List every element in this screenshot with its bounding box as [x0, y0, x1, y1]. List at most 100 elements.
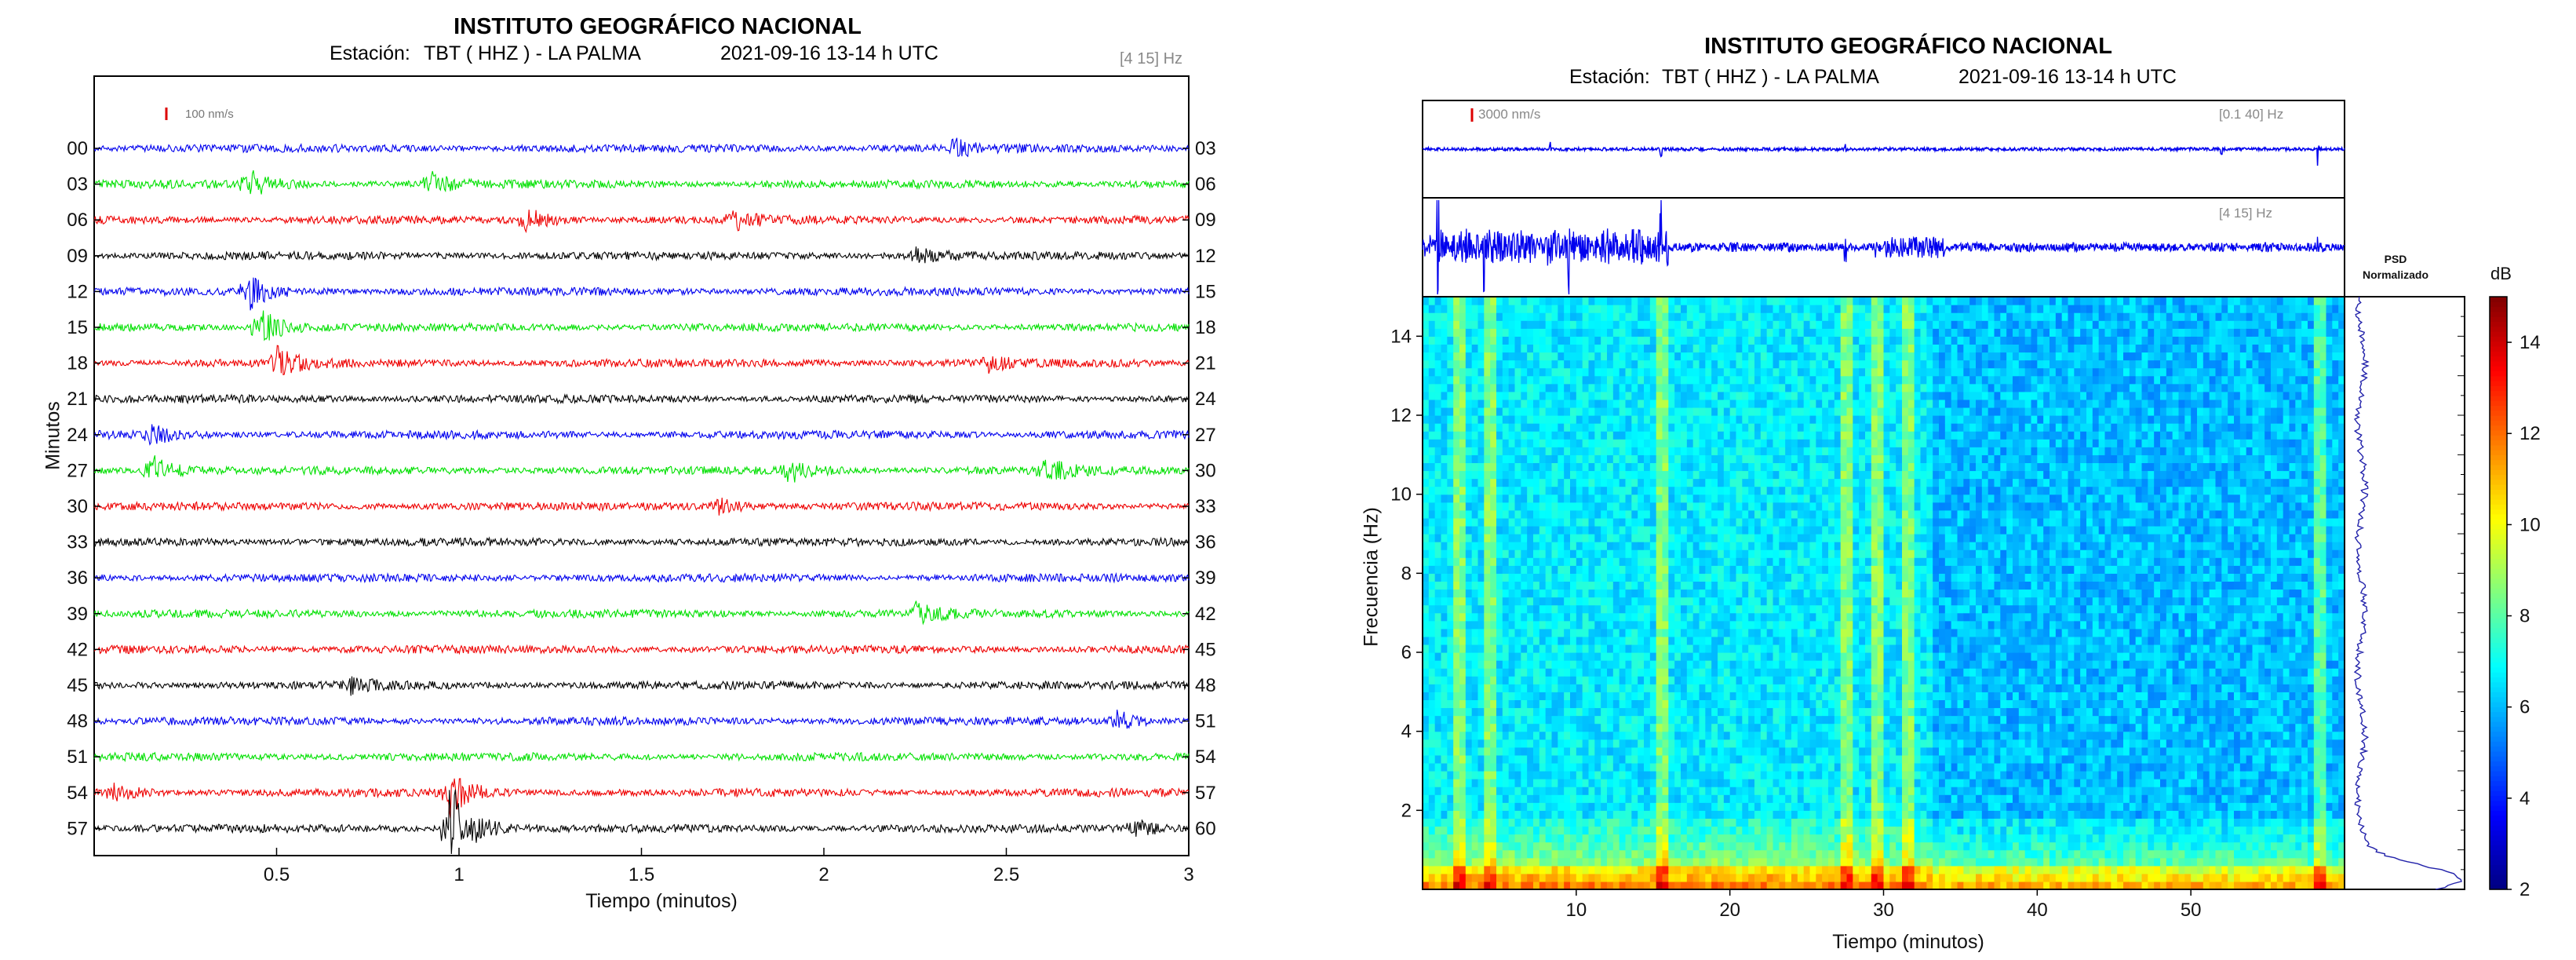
helicorder-trace-03 — [93, 170, 1190, 195]
spectrogram-ylabel: Frecuencia (Hz) — [1360, 507, 1383, 647]
right-station-label: Estación: — [1569, 66, 1650, 88]
helicorder-row-label-left: 24 — [67, 425, 88, 446]
helicorder-row-label-left: 15 — [67, 317, 88, 338]
left-station-label: Estación: — [330, 42, 410, 64]
helicorder-row-label-right: 57 — [1195, 783, 1216, 804]
helicorder-row-label-left: 09 — [67, 246, 88, 267]
helicorder-row-label-left: 30 — [67, 496, 88, 517]
left-filter-band: [4 15] Hz — [1120, 50, 1183, 68]
helicorder-row-label-right: 15 — [1195, 281, 1216, 302]
helicorder-row-label-left: 06 — [67, 210, 88, 231]
colorbar-tick-label: 2 — [2520, 879, 2530, 900]
helicorder-row-label-right: 51 — [1195, 711, 1216, 732]
helicorder-row-label-right: 39 — [1195, 568, 1216, 589]
helicorder-trace-39 — [93, 600, 1190, 626]
colorbar-unit: dB — [2490, 264, 2512, 283]
spectrogram-xtick-label: 50 — [2181, 900, 2202, 921]
spectrogram-xlabel: Tiempo (minutos) — [1832, 931, 1984, 953]
colorbar-tick-label: 8 — [2520, 606, 2530, 627]
helicorder-trace-09 — [93, 246, 1190, 264]
left-station-value: TBT ( HHZ ) - LA PALMA — [424, 42, 641, 64]
spectrogram-xtick-label: 20 — [1719, 900, 1740, 921]
helicorder-row-label-right: 42 — [1195, 604, 1216, 625]
helicorder-row-label-right: 09 — [1195, 210, 1216, 231]
helicorder-xtick-label: 3 — [1183, 864, 1193, 885]
helicorder-trace-48 — [93, 710, 1190, 729]
colorbar-tick-label: 10 — [2520, 514, 2541, 535]
helicorder-row-label-left: 00 — [67, 138, 88, 159]
helicorder-row-label-right: 45 — [1195, 639, 1216, 660]
helicorder-row-label-left: 21 — [67, 389, 88, 410]
helicorder-trace-24 — [93, 424, 1190, 446]
helicorder-row-label-right: 18 — [1195, 317, 1216, 338]
helicorder-xtick-label: 0.5 — [264, 864, 290, 885]
helicorder-row-label-left: 27 — [67, 460, 88, 481]
helicorder-row-label-right: 30 — [1195, 460, 1216, 481]
helicorder-trace-06 — [93, 210, 1190, 234]
helicorder-trace-42 — [93, 644, 1190, 655]
helicorder-row-label-left: 51 — [67, 746, 88, 768]
spectrogram-xtick-label: 10 — [1565, 900, 1587, 921]
helicorder-row-label-right: 21 — [1195, 353, 1216, 374]
helicorder-xtick-label: 2.5 — [993, 864, 1019, 885]
helicorder-row-label-left: 12 — [67, 281, 88, 302]
helicorder-trace-27 — [93, 454, 1190, 483]
helicorder-row-label-left: 42 — [67, 639, 88, 660]
psd-curve — [2353, 297, 2462, 890]
helicorder-trace-51 — [93, 751, 1190, 763]
helicorder-row-label-left: 36 — [67, 568, 88, 589]
trace1-scale-label: 3000 nm/s — [1478, 107, 1541, 122]
helicorder-row-label-right: 33 — [1195, 496, 1216, 517]
psd-label-line2: Normalizado — [2362, 268, 2429, 281]
spectrogram-xtick-label: 40 — [2027, 900, 2048, 921]
helicorder-frame — [93, 75, 1190, 856]
spectrogram-ytick-label: 8 — [1401, 563, 1412, 584]
colorbar-tick-label: 12 — [2520, 423, 2541, 444]
helicorder-row-label-left: 54 — [67, 783, 88, 804]
helicorder-scale-label: 100 nm/s — [185, 108, 234, 121]
psd-frame — [2344, 296, 2465, 890]
helicorder-xtick-label: 2 — [818, 864, 829, 885]
helicorder-row-label-left: 57 — [67, 818, 88, 839]
helicorder-trace-30 — [93, 497, 1190, 516]
psd-label-line1: PSD — [2384, 253, 2407, 265]
helicorder-row-label-right: 06 — [1195, 174, 1216, 195]
colorbar-tick-label: 4 — [2520, 788, 2530, 809]
right-station-value: TBT ( HHZ ) - LA PALMA — [1662, 66, 1879, 88]
helicorder-row-label-right: 54 — [1195, 746, 1216, 768]
helicorder-row-label-right: 36 — [1195, 532, 1216, 553]
helicorder-row-label-left: 18 — [67, 353, 88, 374]
left-date-time: 2021-09-16 13-14 h UTC — [720, 42, 938, 64]
colorbar — [2490, 297, 2507, 890]
helicorder-trace-45 — [93, 676, 1190, 696]
helicorder-trace-36 — [93, 571, 1190, 584]
left-title: INSTITUTO GEOGRÁFICO NACIONAL — [454, 14, 862, 39]
helicorder-trace-18 — [93, 345, 1190, 376]
spectrogram-ytick-label: 14 — [1390, 326, 1412, 347]
helicorder-trace-00 — [93, 137, 1190, 158]
helicorder-row-label-left: 39 — [67, 604, 88, 625]
helicorder-trace-33 — [93, 536, 1190, 548]
helicorder-xtick-label: 1.5 — [629, 864, 654, 885]
helicorder-row-label-left: 48 — [67, 711, 88, 732]
helicorder-row-label-right: 48 — [1195, 675, 1216, 696]
spectrogram-ytick-label: 4 — [1401, 721, 1412, 743]
helicorder-xtick-label: 1 — [454, 864, 464, 885]
spectrogram-xtick-label: 30 — [1873, 900, 1894, 921]
helicorder-trace-15 — [93, 310, 1190, 341]
helicorder-trace-54 — [94, 778, 1190, 819]
spectrogram-ytick-label: 12 — [1390, 405, 1412, 426]
trace1-filter-label: [0.1 40] Hz — [2219, 107, 2284, 122]
spectrogram-ytick-label: 2 — [1401, 800, 1412, 821]
spectrogram-heatmap — [1423, 297, 2345, 890]
helicorder-row-label-right: 12 — [1195, 246, 1216, 267]
spectrogram-ytick-label: 10 — [1390, 484, 1412, 506]
colorbar-tick-label: 14 — [2520, 332, 2541, 353]
helicorder-xlabel: Tiempo (minutos) — [585, 890, 738, 912]
trace2-filter-label: [4 15] Hz — [2219, 206, 2273, 221]
right-title: INSTITUTO GEOGRÁFICO NACIONAL — [1704, 34, 2112, 59]
right-date-time: 2021-09-16 13-14 h UTC — [1958, 66, 2177, 88]
helicorder-row-label-left: 33 — [67, 532, 88, 553]
